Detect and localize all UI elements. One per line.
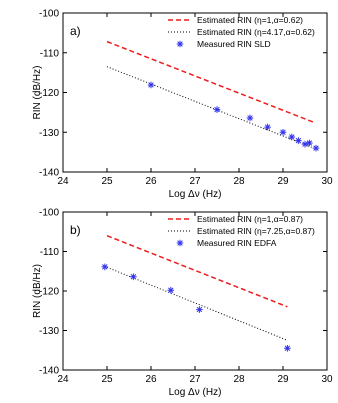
x-tick-label: 25 bbox=[101, 374, 113, 385]
x-axis-label: Log Δν (Hz) bbox=[169, 189, 222, 200]
data-point bbox=[264, 123, 271, 131]
x-axis-label: Log Δν (Hz) bbox=[169, 387, 222, 398]
legend-entry-label: Estimated RIN (η=4.17,α=0.62) bbox=[197, 27, 315, 37]
data-point bbox=[301, 140, 309, 148]
legend-entry-label: Measured RIN EDFA bbox=[197, 238, 277, 248]
chart-panel-1: 24 25 26 27 28 29 30 -100 -110 -120 -130 -140 Log Δν… bbox=[32, 9, 333, 201]
data-point bbox=[279, 128, 287, 136]
x-tick-label: 24 bbox=[57, 176, 69, 187]
data-point bbox=[147, 81, 155, 89]
x-tick-label: 25 bbox=[101, 176, 113, 187]
legend-entry-label: Estimated RIN (η=1,α=0.62) bbox=[197, 15, 303, 25]
y-tick-label: -110 bbox=[40, 48, 60, 59]
x-tick-label: 27 bbox=[189, 374, 201, 385]
data-point bbox=[306, 139, 313, 147]
y-tick-label: -100 bbox=[39, 208, 59, 219]
legend-entry-label: Estimated RIN (η=7.25,α=0.87) bbox=[197, 226, 315, 236]
series-line-1 bbox=[106, 40, 315, 124]
y-tick-label: -120 bbox=[39, 88, 59, 99]
y-tick-label: -120 bbox=[39, 287, 59, 298]
x-tick-label: 26 bbox=[145, 374, 157, 385]
data-point bbox=[213, 106, 221, 113]
data-point bbox=[196, 306, 203, 313]
x-tick-label: 26 bbox=[145, 176, 157, 187]
data-point bbox=[101, 263, 109, 271]
data-point bbox=[130, 273, 137, 281]
data-point bbox=[312, 144, 320, 152]
legend-marker bbox=[176, 239, 184, 247]
legend: Estimated RIN (η=1,α=0.87) Estimated RIN … bbox=[168, 214, 315, 248]
plot-area-frame bbox=[62, 12, 328, 173]
y-axis-label: RIN (dB/Hz) bbox=[32, 66, 43, 120]
y-tick-label: -140 bbox=[39, 168, 59, 179]
y-tick-label: -130 bbox=[39, 128, 59, 139]
x-tick-label: 29 bbox=[277, 176, 289, 187]
y-tick-label: -110 bbox=[40, 247, 60, 258]
data-point bbox=[246, 114, 254, 122]
y-axis-label: RIN (dB/Hz) bbox=[32, 264, 43, 318]
series-line-2 bbox=[106, 266, 288, 341]
y-tick-label: -140 bbox=[39, 366, 59, 377]
panel-label: b) bbox=[70, 223, 81, 237]
x-tick-label: 29 bbox=[277, 374, 289, 385]
x-tick-label: 28 bbox=[233, 176, 245, 187]
series-line-1 bbox=[106, 235, 288, 308]
data-point bbox=[288, 133, 296, 141]
data-point bbox=[295, 137, 302, 144]
data-point bbox=[167, 286, 175, 294]
y-tick-label: -100 bbox=[39, 9, 59, 20]
x-tick-label: 24 bbox=[57, 374, 69, 385]
legend: Estimated RIN (η=1,α=0.62) Estimated RIN … bbox=[168, 15, 315, 49]
legend-entry-label: Measured RIN SLD bbox=[197, 39, 271, 49]
x-tick-label: 30 bbox=[321, 374, 333, 385]
x-tick-label: 27 bbox=[189, 176, 201, 187]
panel-label: a) bbox=[70, 24, 81, 38]
x-tick-label: 28 bbox=[233, 374, 245, 385]
x-tick-label: 30 bbox=[321, 176, 333, 187]
legend-entry-label: Estimated RIN (η=1,α=0.87) bbox=[197, 214, 303, 224]
series-line-2 bbox=[106, 66, 314, 149]
y-tick-label: -130 bbox=[39, 326, 59, 337]
chart-panel-2: 24 25 26 27 28 29 30 -100 -110 -120 -130 -140 Log Δν… bbox=[32, 208, 333, 399]
legend-marker bbox=[176, 40, 184, 48]
data-point bbox=[284, 344, 291, 352]
